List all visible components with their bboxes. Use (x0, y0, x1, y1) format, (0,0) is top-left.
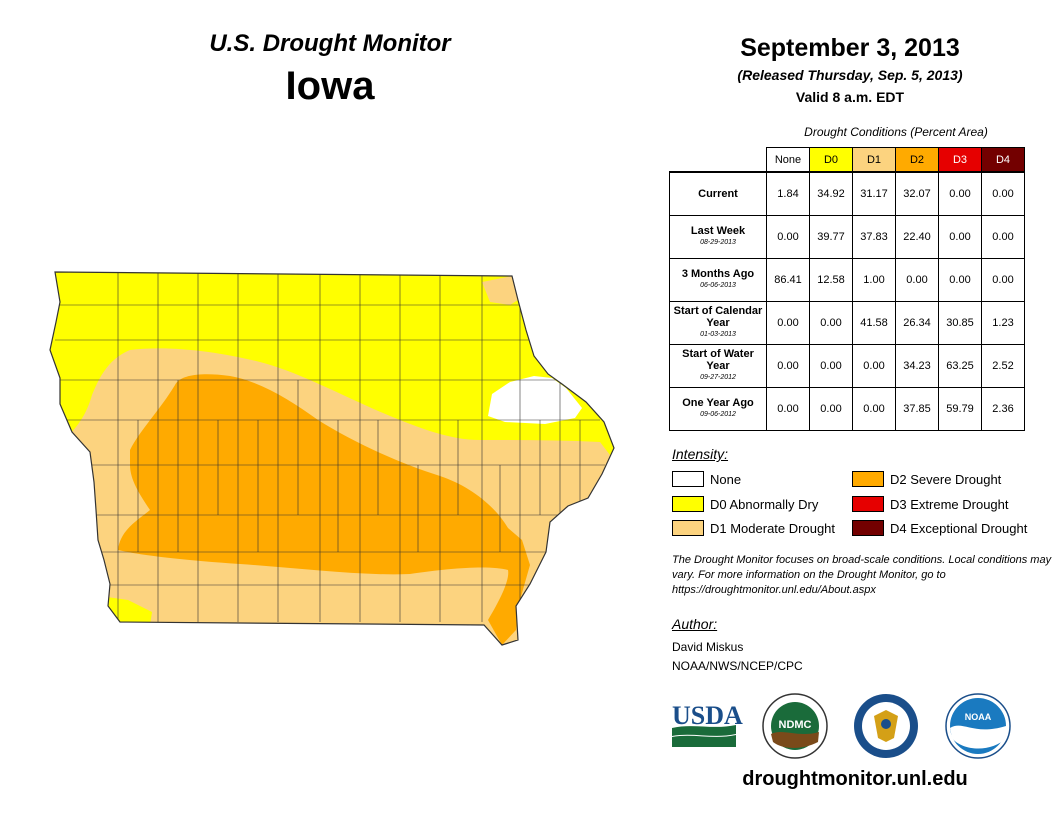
table-caption: Drought Conditions (Percent Area) (804, 125, 988, 139)
table-row: 3 Months Ago 06-06-2013 86.41 12.58 1.00 0.0… (669, 258, 1025, 302)
legend-item-d1: D1 Moderate Drought (672, 520, 835, 536)
author-heading: Author: (672, 616, 718, 632)
table-row: Start of Water Year 09-27-2012 0.00 0.00 0.… (669, 344, 1025, 388)
row-label: Current (669, 171, 767, 216)
col-header-d4: D4 (981, 147, 1025, 173)
table-row: Current 1.84 34.92 31.17 32.07 0.00 0.00 (669, 171, 1025, 216)
website-url[interactable]: droughtmonitor.unl.edu (742, 768, 968, 790)
none-area (488, 376, 582, 424)
drought-conditions-table: None D0 D1 D2 D3 D4 Current 1.84 34.92 31.… (669, 147, 1025, 431)
noaa-logo-text: NOAA (965, 712, 992, 722)
col-header-d0: D0 (809, 147, 853, 173)
col-header-d1: D1 (852, 147, 896, 173)
ndmc-logo: NDMC (762, 693, 828, 759)
agency-logos: USDA NDMC NOAA (672, 693, 1011, 759)
county-lines (55, 272, 605, 622)
release-date: (Released Thursday, Sep. 5, 2013) (737, 67, 963, 83)
map-title: U.S. Drought Monitor (209, 30, 451, 57)
table-row: Start of Calendar Year 01-03-2013 0.00 0.0… (669, 301, 1025, 345)
legend-item-d4: D4 Exceptional Drought (852, 520, 1027, 536)
author-org: NOAA/NWS/NCEP/CPC (672, 659, 803, 673)
iowa-drought-map (49, 271, 615, 646)
valid-time: Valid 8 a.m. EDT (795, 89, 905, 105)
legend-item-d3: D3 Extreme Drought (852, 496, 1009, 512)
table-row: Last Week 08-29-2013 0.00 39.77 37.83 22.40 0… (669, 215, 1025, 259)
legend-heading: Intensity: (672, 446, 729, 462)
row-label: Last Week 08-29-2013 (669, 215, 767, 259)
legend-item-d0: D0 Abnormally Dry (672, 496, 818, 512)
map-date: September 3, 2013 (740, 34, 960, 62)
row-label: One Year Ago 09-06-2012 (669, 387, 767, 431)
noaa-logo: NOAA (945, 693, 1011, 759)
author-block: David Miskus NOAA/NWS/NCEP/CPC (672, 638, 803, 676)
disclaimer-note: The Drought Monitor focuses on broad-sca… (672, 554, 1052, 596)
legend-item-none: None (672, 471, 741, 487)
d1-moderate-drought-ne-corner (482, 276, 518, 305)
row-label: Start of Calendar Year 01-03-2013 (669, 301, 767, 345)
drought-areas (50, 272, 614, 645)
legend-item-d2: D2 Severe Drought (852, 471, 1001, 487)
table-row: One Year Ago 09-06-2012 0.00 0.00 0.00 37.85… (669, 387, 1025, 431)
row-label: 3 Months Ago 06-06-2013 (669, 258, 767, 302)
col-header-d3: D3 (938, 147, 982, 173)
ndmc-logo-text: NDMC (779, 719, 812, 731)
commerce-seal-logo (854, 694, 918, 758)
col-header-none: None (766, 147, 810, 173)
usda-logo: USDA (672, 701, 743, 747)
usda-logo-text: USDA (672, 701, 743, 730)
author-name: David Miskus (672, 640, 744, 654)
row-label: Start of Water Year 09-27-2012 (669, 344, 767, 388)
col-header-d2: D2 (895, 147, 939, 173)
state-name: Iowa (285, 64, 375, 108)
d2-severe-drought-area (118, 374, 530, 645)
